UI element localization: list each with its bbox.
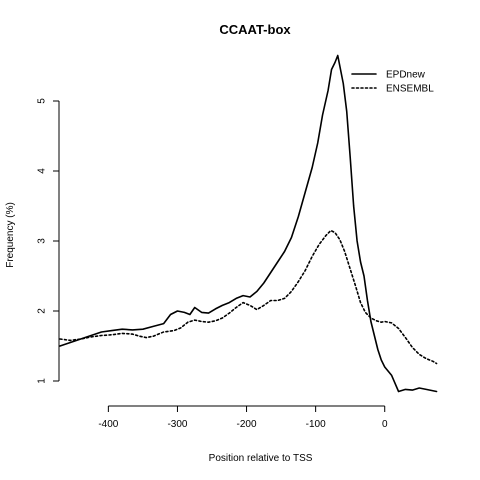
legend: EPDnew ENSEMBL	[351, 70, 434, 95]
x-axis-label: Position relative to TSS	[209, 453, 313, 464]
series-layer	[59, 54, 438, 393]
y-tick-label: 3	[37, 238, 48, 244]
x-tick-label: -100	[306, 419, 326, 430]
legend-label-epdnew: EPDnew	[386, 70, 426, 81]
series-line-epdnew	[59, 54, 438, 393]
y-axis-label: Frequency (%)	[5, 202, 16, 268]
y-tick-label: 2	[37, 308, 48, 314]
x-tick-label: -200	[237, 419, 257, 430]
y-tick-label: 1	[37, 378, 48, 384]
series-line-ensembl	[59, 229, 438, 365]
y-tick-label: 4	[37, 168, 48, 174]
x-tick-label: 0	[382, 419, 388, 430]
y-tick-label: 5	[37, 98, 48, 104]
chart-title: CCAAT-box	[219, 22, 291, 37]
legend-label-ensembl: ENSEMBL	[386, 84, 434, 95]
x-tick-label: -300	[167, 419, 187, 430]
x-tick-label: -400	[98, 419, 118, 430]
y-ticks-group: 1 2 3 4 5	[37, 98, 59, 384]
axes-group: -400 -300 -200 -100 0 1 2 3 4 5	[37, 98, 388, 430]
x-ticks-group: -400 -300 -200 -100 0	[98, 406, 388, 430]
